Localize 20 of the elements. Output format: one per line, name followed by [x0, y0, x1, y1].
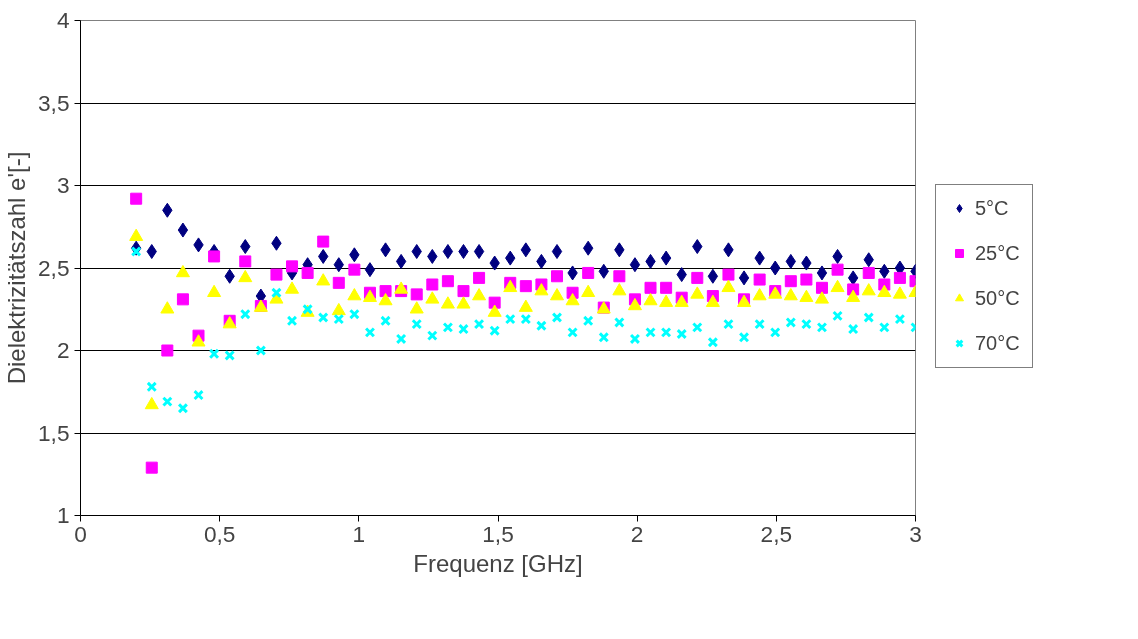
x-tick-label: 1 [352, 520, 366, 547]
x-tick-label: 2,5 [760, 520, 793, 547]
x-tick-label: 0 [74, 520, 87, 547]
y-tick-label: 3,5 [38, 89, 70, 116]
y-tick-label: 2 [56, 337, 70, 363]
legend-label: 25°C [975, 241, 1020, 265]
x-tick-label: 3 [909, 520, 922, 547]
x-tick-label: 0,5 [203, 520, 236, 547]
legend-label: 5°C [975, 196, 1009, 220]
legend-label: 70°C [975, 331, 1020, 355]
y-tick-label: 3 [56, 172, 70, 198]
x-axis-title: Frequenz [GHz] [413, 549, 583, 577]
y-tick-label: 2,5 [38, 254, 70, 281]
legend-label: 50°C [975, 286, 1020, 310]
y-axis-title: Dielektrizitätszahl e'[-] [3, 151, 30, 385]
y-tick-label: 1,5 [38, 419, 70, 446]
y-tick-label: 1 [56, 502, 70, 528]
y-tick-label: 4 [56, 7, 70, 33]
x-tick-label: 2 [630, 520, 644, 547]
x-tick-label: 1,5 [482, 520, 514, 547]
